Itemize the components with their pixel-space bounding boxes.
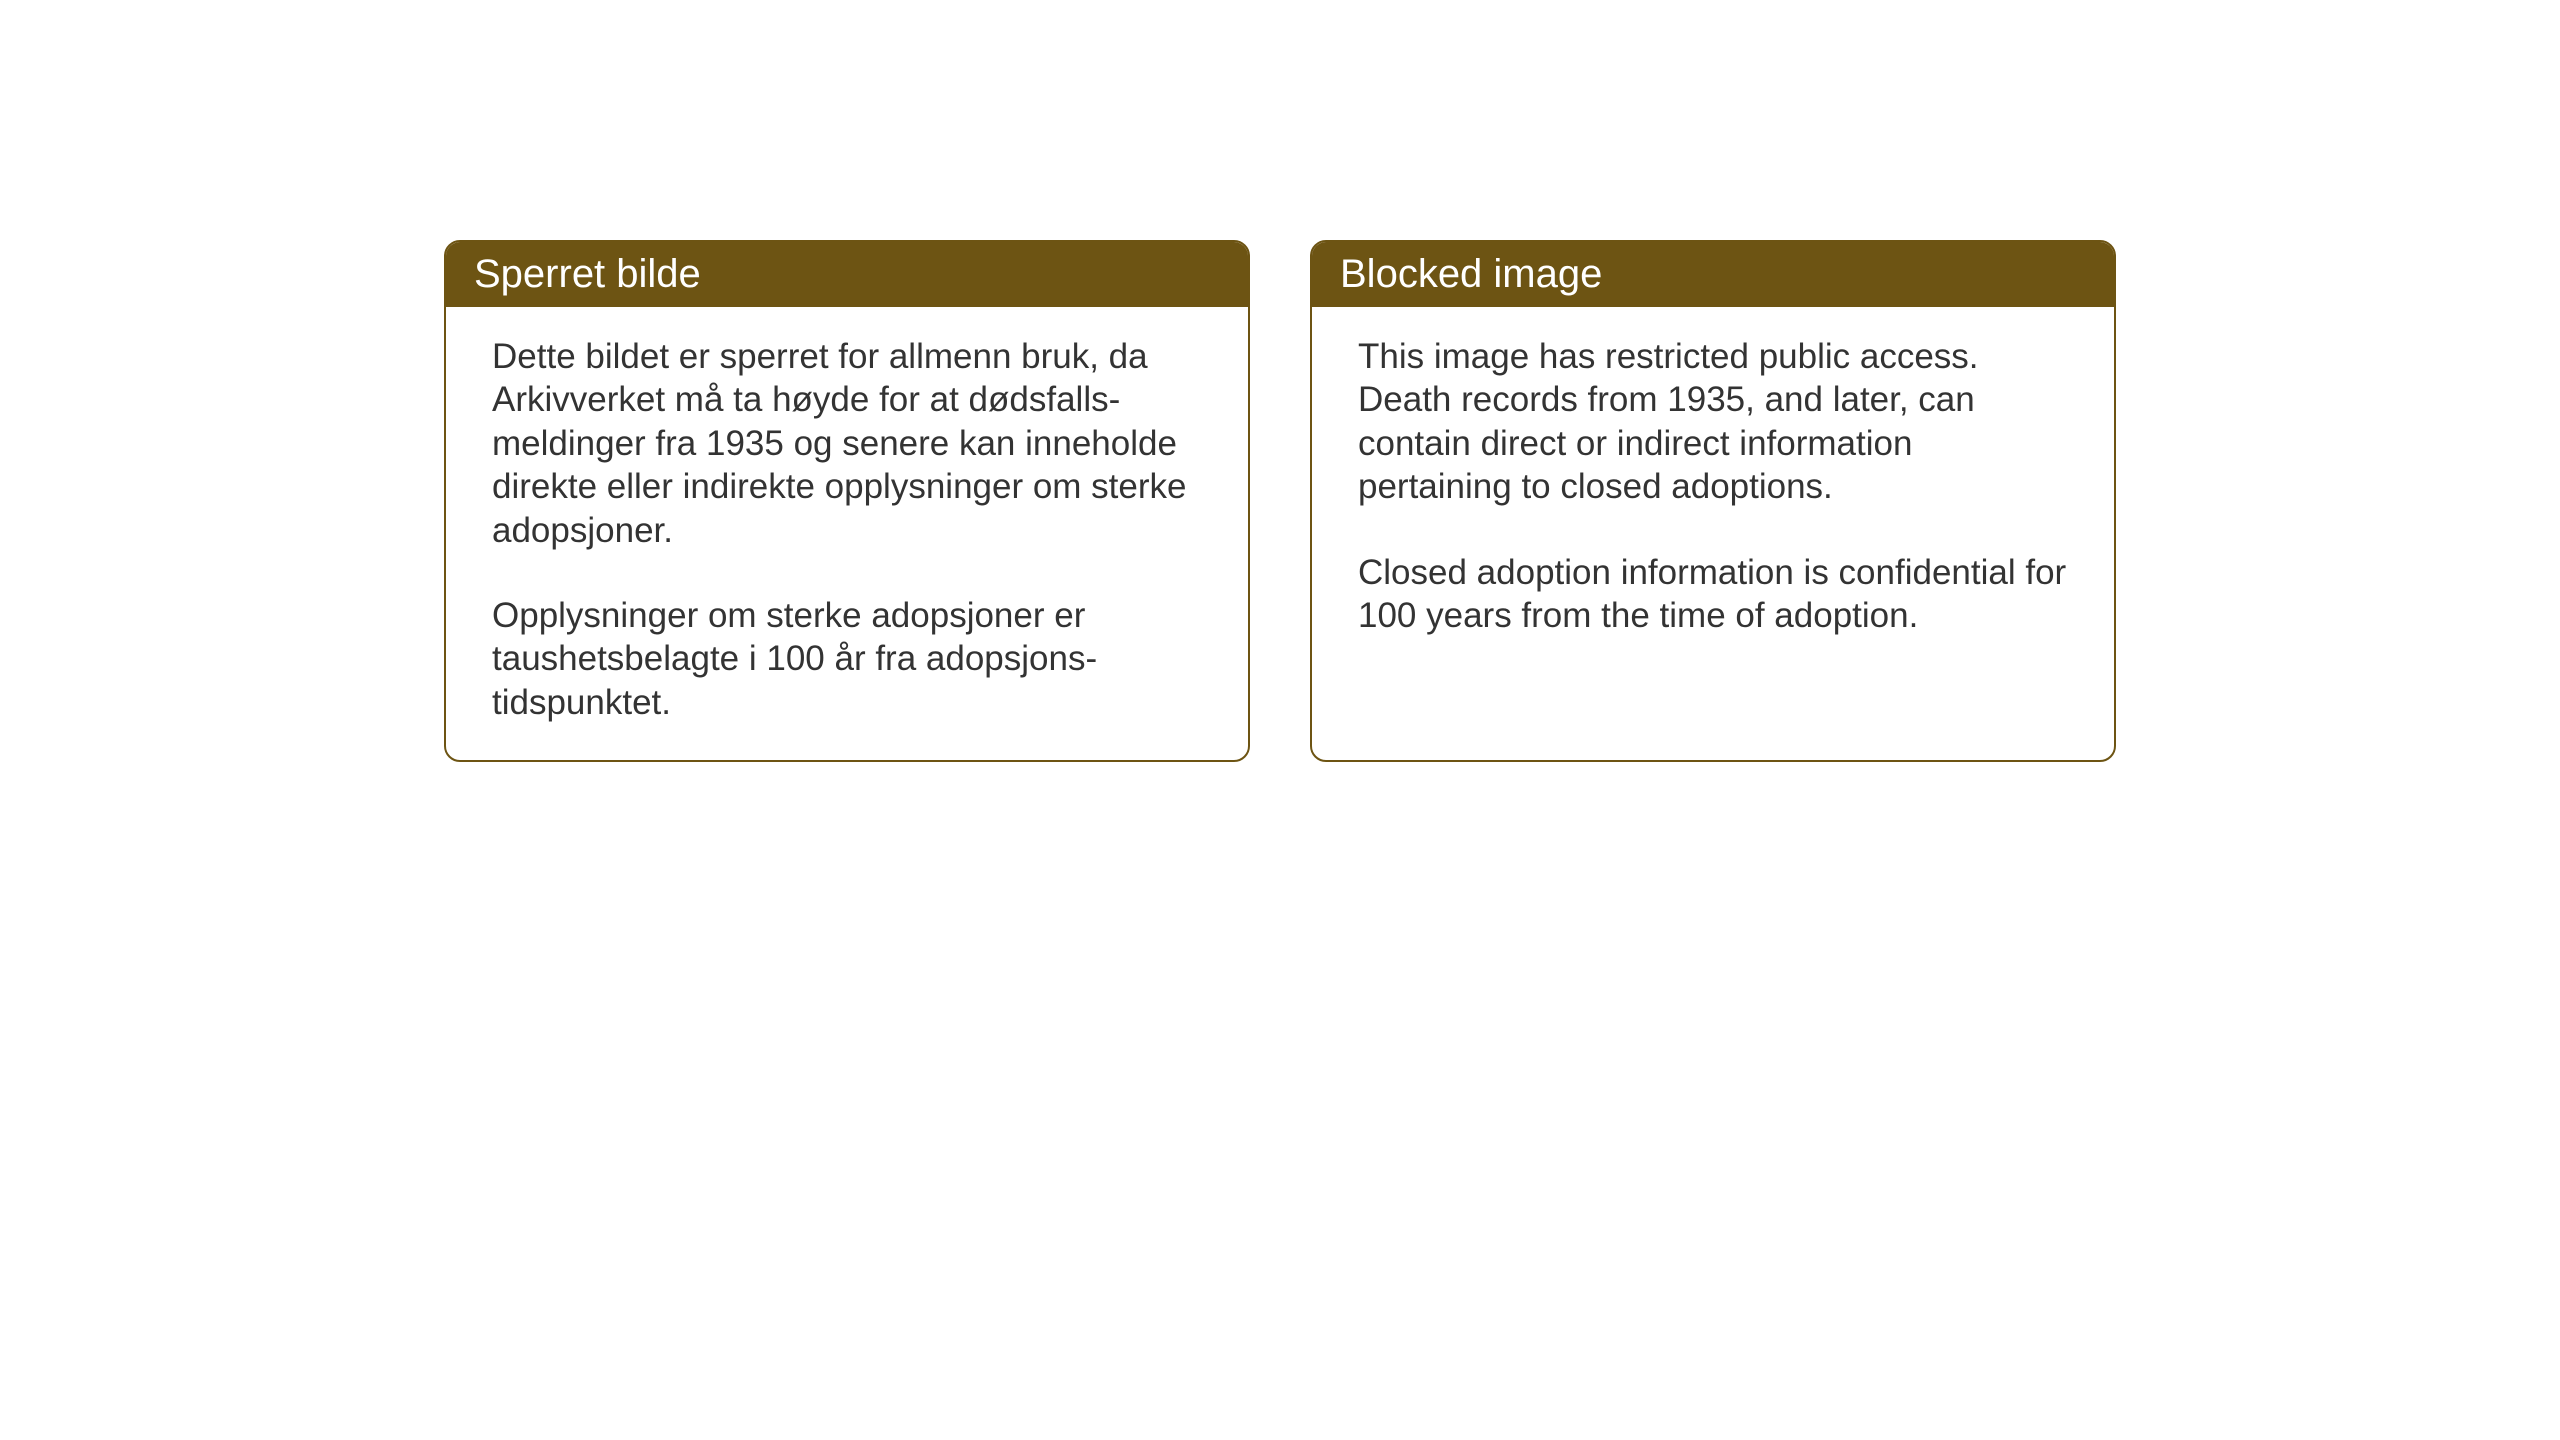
card-paragraph-1-norwegian: Dette bildet er sperret for allmenn bruk…: [492, 335, 1202, 552]
card-paragraph-2-english: Closed adoption information is confident…: [1358, 551, 2068, 638]
notice-card-english: Blocked image This image has restricted …: [1310, 240, 2116, 762]
card-body-norwegian: Dette bildet er sperret for allmenn bruk…: [446, 307, 1248, 760]
card-body-english: This image has restricted public access.…: [1312, 307, 2114, 673]
card-paragraph-1-english: This image has restricted public access.…: [1358, 335, 2068, 509]
card-header-english: Blocked image: [1312, 242, 2114, 307]
card-header-norwegian: Sperret bilde: [446, 242, 1248, 307]
card-title-norwegian: Sperret bilde: [474, 252, 701, 296]
card-title-english: Blocked image: [1340, 252, 1602, 296]
notice-cards-container: Sperret bilde Dette bildet er sperret fo…: [444, 240, 2116, 762]
notice-card-norwegian: Sperret bilde Dette bildet er sperret fo…: [444, 240, 1250, 762]
card-paragraph-2-norwegian: Opplysninger om sterke adopsjoner er tau…: [492, 594, 1202, 724]
